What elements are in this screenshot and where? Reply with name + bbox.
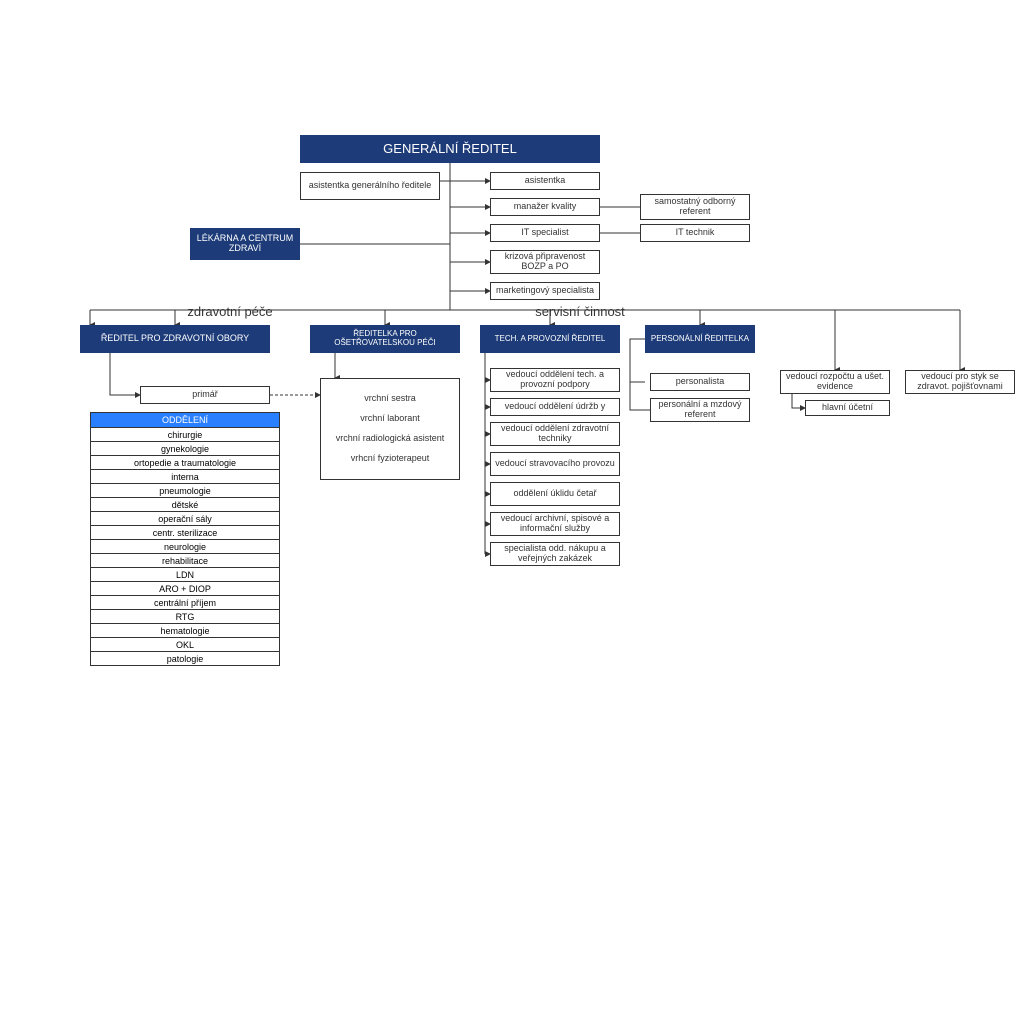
node-it_spec: IT specialist — [490, 224, 600, 242]
node-marketing: marketingový specialista — [490, 282, 600, 300]
node-it_tech: IT technik — [640, 224, 750, 242]
node-crisis: krizová připravenost BOZP a PO — [490, 250, 600, 274]
dept-row: patologie — [90, 652, 280, 666]
node-tech2: vedoucí oddělení údržb y — [490, 398, 620, 416]
node-tech7: specialista odd. nákupu a veřejných zaká… — [490, 542, 620, 566]
dept-row: hematologie — [90, 624, 280, 638]
dept-row: ARO + DIOP — [90, 582, 280, 596]
departments-table: ODDĚLENÍchirurgiegynekologieortopedie a … — [90, 412, 280, 666]
node-dir_hr: PERSONÁLNÍ ŘEDITELKA — [645, 325, 755, 353]
dept-row: ortopedie a traumatologie — [90, 456, 280, 470]
dept-row: pneumologie — [90, 484, 280, 498]
node-label_service: servisní činnost — [510, 304, 650, 322]
connector — [630, 339, 645, 382]
dept-row: centr. sterilizace — [90, 526, 280, 540]
connector — [630, 382, 650, 410]
dept-row: centrální příjem — [90, 596, 280, 610]
node-dir_tech: TECH. A PROVOZNÍ ŘEDITEL — [480, 325, 620, 353]
node-tech5: oddělení úklidu četař — [490, 482, 620, 506]
node-accountant: hlavní účetní — [805, 400, 890, 416]
connector — [792, 394, 805, 408]
node-pharmacy: LÉKÁRNA A CENTRUM ZDRAVÍ — [190, 228, 300, 260]
dept-row: LDN — [90, 568, 280, 582]
dept-row: gynekologie — [90, 442, 280, 456]
node-budget: vedoucí rozpočtu a ušet. evidence — [780, 370, 890, 394]
node-primar: primář — [140, 386, 270, 404]
dept-row: chirurgie — [90, 428, 280, 442]
org-chart: GENERÁLNÍ ŘEDITEL asistentka generálního … — [0, 0, 1024, 1010]
node-label_health: zdravotní péče — [160, 304, 300, 322]
node-tech4: vedoucí stravovacího provozu — [490, 452, 620, 476]
dept-row: OKL — [90, 638, 280, 652]
node-hr1: personalista — [650, 373, 750, 391]
node-insurance: vedoucí pro styk se zdravot. pojišťovnam… — [905, 370, 1015, 394]
node-dir_nursing: ŘEDITELKA PRO OŠETŘOVATELSKOU PÉČI — [310, 325, 460, 353]
dept-row: operační sály — [90, 512, 280, 526]
node-hr2: personální a mzdový referent — [650, 398, 750, 422]
dept-row: dětské — [90, 498, 280, 512]
node-tech1: vedoucí oddělení tech. a provozní podpor… — [490, 368, 620, 392]
node-quality: manažer kvality — [490, 198, 600, 216]
node-tech6: vedoucí archivní, spisové a informační s… — [490, 512, 620, 536]
dept-row: rehabilitace — [90, 554, 280, 568]
node-dir_health: ŘEDITEL PRO ZDRAVOTNÍ OBORY — [80, 325, 270, 353]
dept-header: ODDĚLENÍ — [90, 412, 280, 428]
dept-row: RTG — [90, 610, 280, 624]
node-nursing: vrchní sestra vrchní laborant vrchní rad… — [320, 378, 460, 480]
connector — [110, 353, 140, 395]
node-assist_gd: asistentka generálního ředitele — [300, 172, 440, 200]
dept-row: neurologie — [90, 540, 280, 554]
node-assist: asistentka — [490, 172, 600, 190]
node-root: GENERÁLNÍ ŘEDITEL — [300, 135, 600, 163]
node-referent: samostatný odborný referent — [640, 194, 750, 220]
node-tech3: vedoucí oddělení zdravotní techniky — [490, 422, 620, 446]
dept-row: interna — [90, 470, 280, 484]
